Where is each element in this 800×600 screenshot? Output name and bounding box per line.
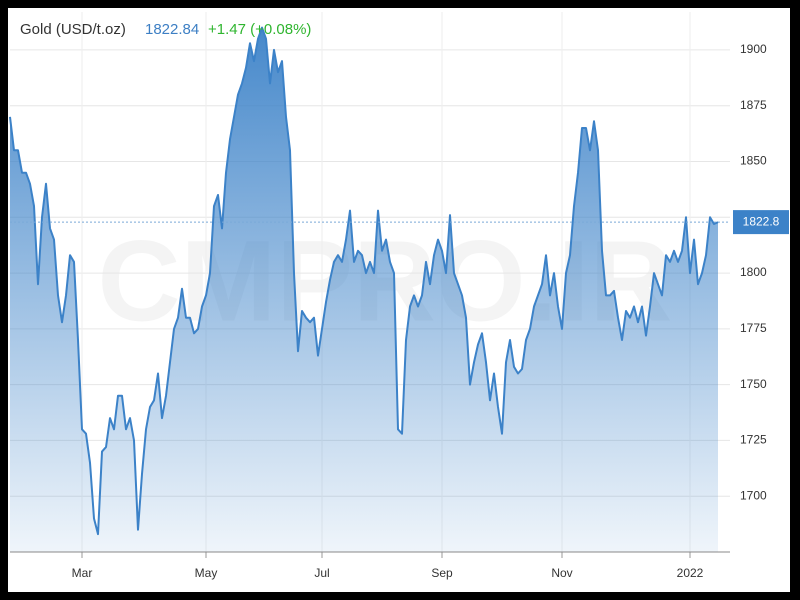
last-value-box xyxy=(733,210,789,235)
y-tick-label: 1700 xyxy=(740,488,767,502)
y-tick-label: 1750 xyxy=(740,377,767,391)
y-tick-label: 1875 xyxy=(740,98,767,112)
line xyxy=(9,26,719,536)
y-tick-label: 1775 xyxy=(740,321,767,335)
last-value-label: 1822.8 xyxy=(743,214,780,228)
x-tick-label: Jul xyxy=(314,566,329,580)
x-tick-label: May xyxy=(195,566,218,580)
current-price: 1822.84 xyxy=(145,21,199,38)
price-change: +1.47 (+0.08%) xyxy=(208,21,311,38)
x-tick-label: 2022 xyxy=(677,566,704,580)
y-tick-label: 1800 xyxy=(740,265,767,279)
y-tick-label: 1850 xyxy=(740,154,767,168)
x-tick-label: Sep xyxy=(431,566,453,580)
x-tick-label: Nov xyxy=(551,566,572,580)
plot: CMPRO.IR17001725175017751800182518501875… xyxy=(9,12,789,580)
chart-title: Gold (USD/t.oz) xyxy=(20,21,126,38)
x-tick-label: Mar xyxy=(72,566,93,580)
y-tick-label: 1725 xyxy=(740,433,767,447)
y-tick-label: 1900 xyxy=(740,42,767,56)
area xyxy=(10,27,718,553)
